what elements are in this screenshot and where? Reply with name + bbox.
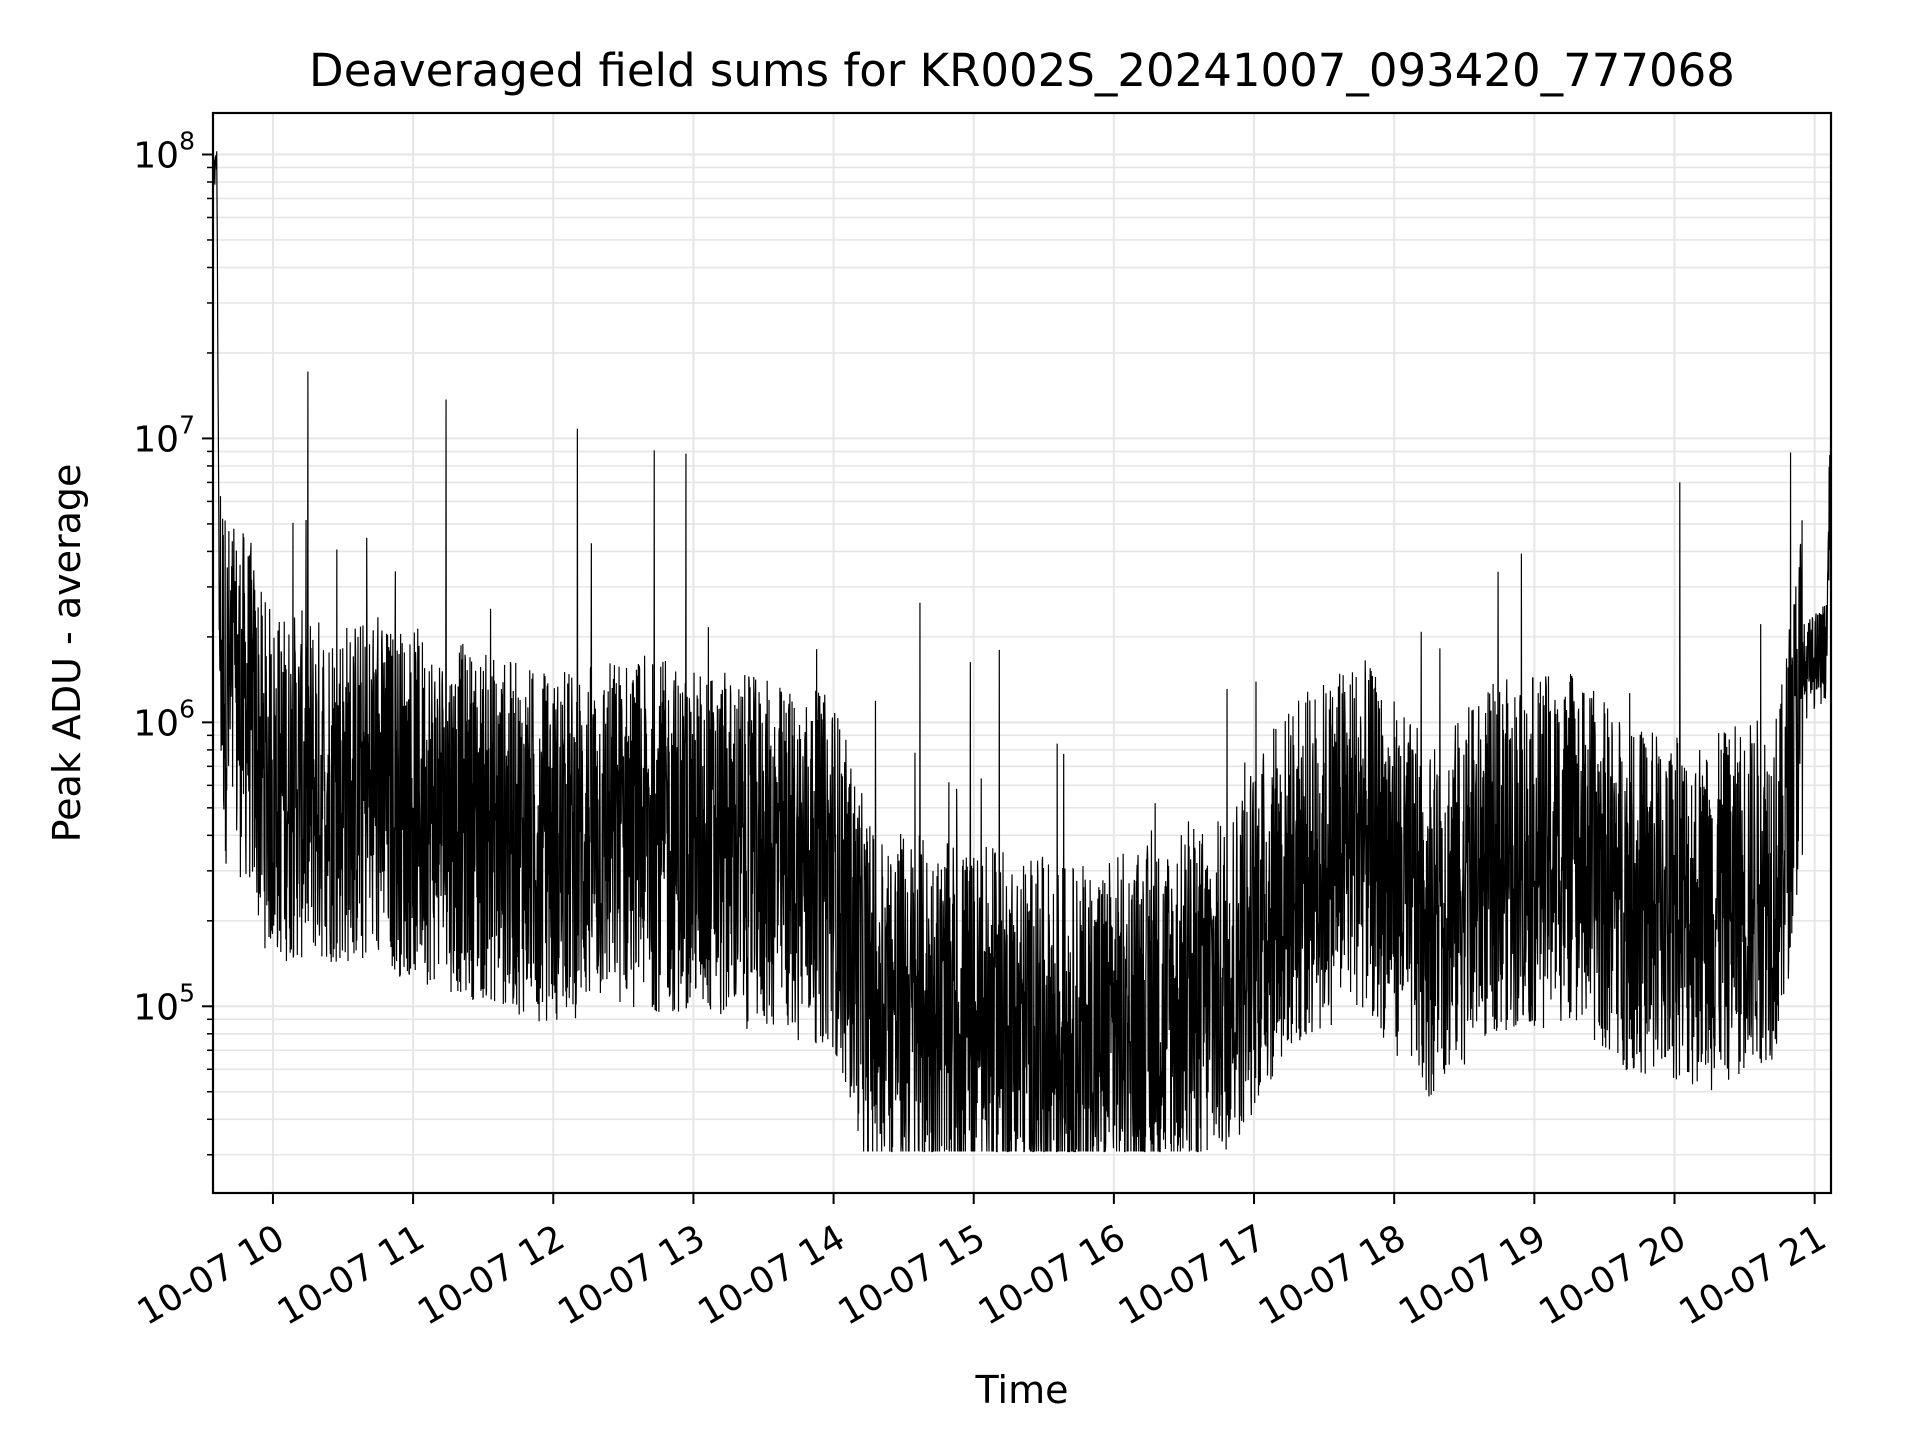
data-series: [212, 151, 1832, 1153]
plot-frame: [211, 111, 1833, 1195]
y-tick-label: 105: [133, 978, 195, 1028]
y-tick-label: 108: [133, 126, 195, 176]
y-tick-label: 106: [133, 694, 195, 744]
y-axis-label: Peak ADU - average: [45, 464, 89, 843]
y-tick-label: 107: [133, 410, 195, 460]
series-line: [212, 151, 1832, 1153]
chart-title: Deaveraged field sums for KR002S_2024100…: [309, 44, 1735, 97]
x-axis-label: Time: [975, 1368, 1069, 1412]
